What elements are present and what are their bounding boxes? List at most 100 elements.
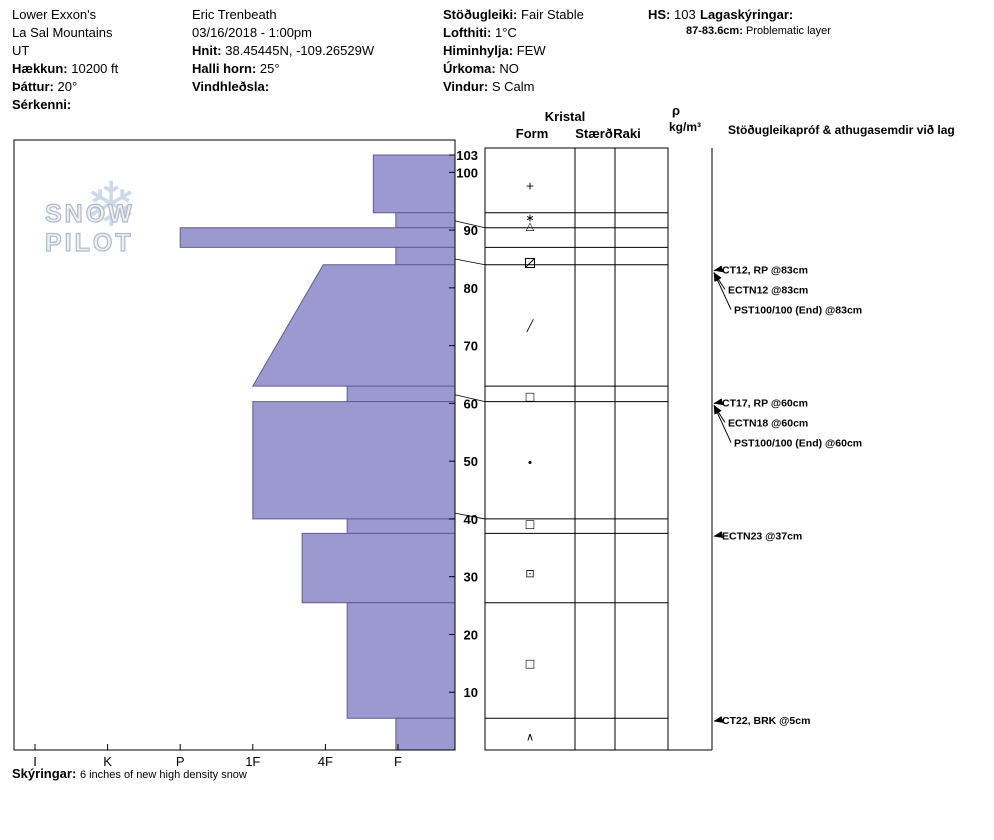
observer-name: Eric Trenbeath xyxy=(192,7,277,22)
sky-cover-label: Himinhylja: xyxy=(443,43,514,58)
chart-frame xyxy=(13,139,456,751)
pit-notes-label: Skýringar: xyxy=(12,766,77,781)
elevation-line: Hækkun: 10200 ft xyxy=(12,60,118,78)
hardness-tick-label: 1F xyxy=(245,754,260,769)
sky-cover-value: FEW xyxy=(516,43,546,58)
test-arrow xyxy=(713,272,732,310)
stability-test-label: PST100/100 (End) @83cm xyxy=(734,305,862,317)
grain-form-symbol: + xyxy=(525,180,534,193)
layer-note: 87-83.6cm: Problematic layer xyxy=(686,25,831,37)
snow-height-label: HS: xyxy=(648,7,671,22)
layer-bar xyxy=(252,401,456,520)
wind-value: S Calm xyxy=(491,79,535,94)
grain-form-symbol: ╱ xyxy=(526,318,535,332)
stability-test-label: ECTN12 @83cm xyxy=(728,285,808,297)
wind-label: Vindur: xyxy=(443,79,489,94)
snowflake-icon: ❄ xyxy=(85,168,137,241)
layer-bar xyxy=(395,717,456,751)
slope-angle-line: Halli horn: 25° xyxy=(192,60,374,78)
pit-notes-text: 6 inches of new high density snow xyxy=(79,769,247,781)
header-site-column: Lower Exxon's La Sal Mountains UT Hækkun… xyxy=(12,6,118,114)
test-arrow xyxy=(713,404,732,443)
snow-height-line: HS: 103 xyxy=(648,6,696,24)
aspect-line: Þáttur: 20° xyxy=(12,78,118,96)
hardness-tick-label: P xyxy=(176,754,185,769)
aspect-label: Þáttur: xyxy=(12,79,54,94)
depth-tick-label: 100 xyxy=(456,165,478,180)
layer-notes-header: Lagaskýringar: xyxy=(700,6,793,24)
stability-test-label: CT12, RP @83cm xyxy=(722,265,808,277)
moisture-column-header: Raki xyxy=(613,126,641,141)
grain-form-symbol: △ xyxy=(526,219,535,232)
pit-notes-line: Skýringar: 6 inches of new high density … xyxy=(12,766,247,781)
layer-bar xyxy=(301,532,456,604)
air-temp-line: Lofthiti: 1°C xyxy=(443,24,584,42)
stability-label: Stöðugleiki: xyxy=(443,7,518,22)
slope-angle-value: 25° xyxy=(259,61,280,76)
size-column-header: Stærð xyxy=(575,126,613,141)
wind-loading-line: Vindhleðsla: xyxy=(192,78,374,96)
form-column-header: Form xyxy=(515,126,549,141)
site-name: Lower Exxon's xyxy=(12,7,97,22)
sky-cover-line: Himinhylja: FEW xyxy=(443,42,584,60)
layer-bar xyxy=(251,264,456,387)
layer-connector-line xyxy=(454,512,486,520)
layer-connector-line xyxy=(454,220,486,229)
layer-bar xyxy=(395,212,456,229)
test-arrow xyxy=(713,398,724,406)
layer-connector-line xyxy=(454,394,486,403)
crystal-panel-frame xyxy=(484,147,669,751)
layer-bar xyxy=(179,227,456,248)
layer-note-depth: 87-83.6cm: xyxy=(686,25,743,37)
precip-value: NO xyxy=(499,61,519,76)
feature-line: Sérkenni: xyxy=(12,96,118,114)
density-units-header: kg/m³ xyxy=(668,120,701,134)
site-state: UT xyxy=(12,43,30,58)
depth-tick-label: 90 xyxy=(464,223,478,238)
layer-bar xyxy=(372,154,456,214)
hardness-tick-label: F xyxy=(394,754,402,769)
layer-note-text: Problematic layer xyxy=(745,25,831,37)
site-range: La Sal Mountains xyxy=(12,25,113,40)
stability-test-label: CT22, BRK @5cm xyxy=(722,715,810,727)
depth-tick-label: 60 xyxy=(464,396,478,411)
hardness-tick-label: I xyxy=(33,754,37,769)
elevation-label: Hækkun: xyxy=(12,61,68,76)
density-symbol-header: ρ xyxy=(671,103,681,118)
stability-value: Fair Stable xyxy=(521,7,584,22)
depth-tick-label: 30 xyxy=(464,570,478,585)
air-temp-value: 1°C xyxy=(495,25,517,40)
snow-profile-chart: 103 100 90 80 70 60 50 40 30 20 10 I K P 1F 4F F + ∗△ ╱ □ • □ ⊡… xyxy=(13,139,862,769)
elevation-value: 10200 ft xyxy=(71,61,119,76)
test-arrow xyxy=(713,265,724,273)
depth-tick-label: 10 xyxy=(464,685,478,700)
layer-bar xyxy=(346,602,456,719)
grain-form-symbol: ∧ xyxy=(526,731,534,744)
observation-datetime: 03/16/2018 - 1:00pm xyxy=(192,25,312,40)
stability-test-label: PST100/100 (End) @60cm xyxy=(734,437,862,449)
layer-bar xyxy=(395,246,456,266)
wind-line: Vindur: S Calm xyxy=(443,78,584,96)
header-observer-column: Eric Trenbeath 03/16/2018 - 1:00pm Hnit:… xyxy=(192,6,374,96)
coordinates-value: 38.45445N, -109.26529W xyxy=(225,43,375,58)
coordinates-label: Hnit: xyxy=(192,43,222,58)
feature-label: Sérkenni: xyxy=(12,97,72,112)
crystal-header: Kristal xyxy=(544,109,586,124)
layer-connector-line xyxy=(454,258,486,266)
hardness-tick-label: 4F xyxy=(318,754,333,769)
grain-form-symbol xyxy=(525,258,535,269)
snow-height-value: 103 xyxy=(674,7,696,22)
depth-tick-label: 40 xyxy=(464,512,478,527)
grain-form-symbol xyxy=(525,258,535,268)
grain-form-symbol: • xyxy=(527,456,534,469)
air-temp-label: Lofthiti: xyxy=(443,25,492,40)
snowpilot-logo: ❄ SNOW PILOT xyxy=(44,168,225,258)
grain-form-symbol: □ xyxy=(525,390,535,403)
wind-loading-label: Vindhleðsla: xyxy=(192,79,270,94)
depth-tick-label: 80 xyxy=(464,281,478,296)
stability-tests-header: Stöðugleikapróf & athugasemdir við lag xyxy=(728,123,955,137)
depth-tick-label: 20 xyxy=(464,627,478,642)
test-arrow xyxy=(713,531,724,539)
test-arrow xyxy=(713,716,724,723)
